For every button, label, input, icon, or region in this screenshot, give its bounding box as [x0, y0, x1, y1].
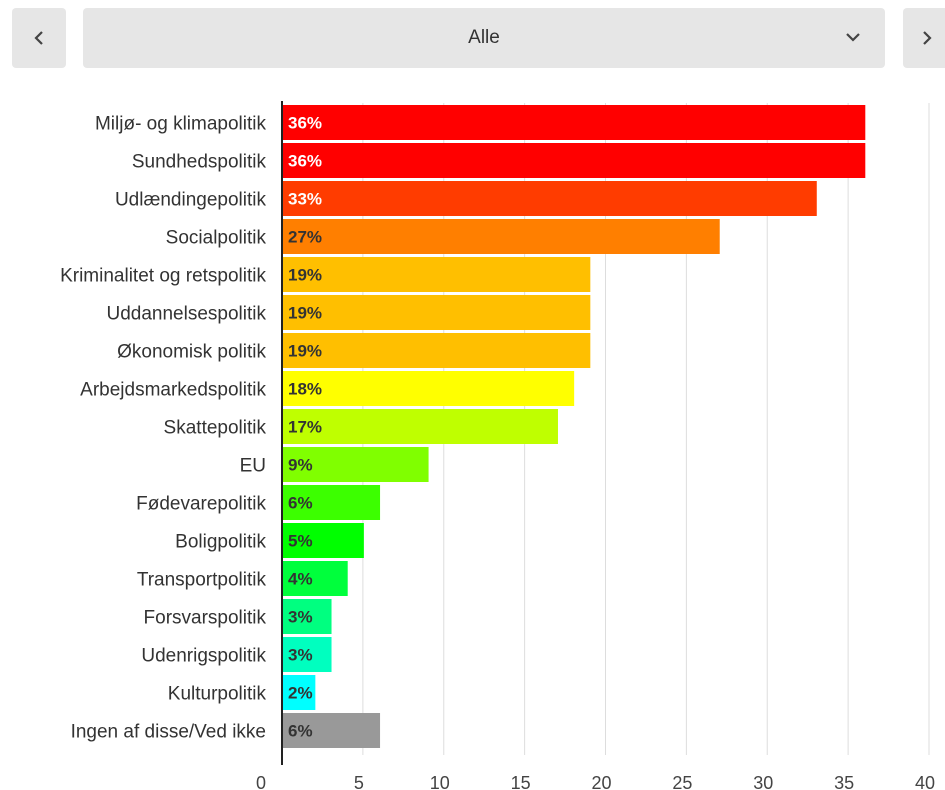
- x-tick-label: 35: [834, 773, 854, 790]
- bar-value-label: 3%: [288, 608, 313, 627]
- bar-value-label: 18%: [288, 380, 322, 399]
- category-label: Kriminalitet og retspolitik: [60, 266, 266, 287]
- category-label: Miljø- og klimapolitik: [95, 114, 267, 135]
- category-label: Sundhedspolitik: [132, 152, 267, 173]
- category-label: Transportpolitik: [137, 570, 267, 591]
- bar-11: [283, 523, 364, 558]
- bar-0: [283, 105, 866, 140]
- bar-12: [283, 561, 348, 596]
- bar-14: [283, 637, 332, 672]
- category-label: Arbejdsmarkedspolitik: [80, 380, 266, 401]
- category-label: Ingen af disse/Ved ikke: [71, 722, 266, 743]
- bar-value-label: 19%: [288, 266, 322, 285]
- previous-button[interactable]: [12, 8, 66, 68]
- bar-4: [283, 257, 591, 292]
- bar-chart: 36% 36% 33% 27% 19% 19% 19% 18% 17% 9% 6% 5% 4% 3% 3% 2…: [60, 101, 935, 790]
- bar-3: [283, 219, 720, 254]
- bar-value-label: 36%: [288, 114, 322, 133]
- bar-5: [283, 295, 591, 330]
- x-tick-labels: 0 5 10 15 20 25 30 35 40: [256, 773, 935, 790]
- x-tick-label: 20: [591, 773, 611, 790]
- select-value: Alle: [468, 27, 500, 48]
- x-tick-label: 5: [354, 773, 364, 790]
- x-tick-label: 30: [753, 773, 773, 790]
- bars: 36% 36% 33% 27% 19% 19% 19% 18% 17% 9% 6% 5% 4% 3% 3% 2…: [283, 105, 866, 748]
- category-label: Udlændingepolitik: [115, 190, 267, 211]
- bar-value-label: 36%: [288, 152, 322, 171]
- category-label: Fødevarepolitik: [136, 494, 266, 515]
- bar-value-label: 19%: [288, 342, 322, 361]
- bar-value-label: 33%: [288, 190, 322, 209]
- bar-13: [283, 599, 332, 634]
- filter-bar: Alle: [0, 0, 945, 80]
- bar-6: [283, 333, 591, 368]
- category-label: Udenrigspolitik: [141, 646, 266, 667]
- x-tick-label: 25: [672, 773, 692, 790]
- category-select[interactable]: Alle: [83, 8, 885, 68]
- bar-1: [283, 143, 866, 178]
- chevron-left-icon: [34, 31, 43, 45]
- bar-9: [283, 447, 429, 482]
- bar-8: [283, 409, 558, 444]
- category-label: Økonomisk politik: [117, 342, 266, 363]
- bar-2: [283, 181, 817, 216]
- category-label: EU: [240, 456, 266, 477]
- x-tick-label: 10: [430, 773, 450, 790]
- x-tick-label: 0: [256, 773, 266, 790]
- bar-value-label: 4%: [288, 570, 313, 589]
- category-label: Forsvarspolitik: [144, 608, 267, 629]
- bar-7: [283, 371, 575, 406]
- next-button[interactable]: [903, 8, 945, 68]
- bar-16: [283, 713, 381, 748]
- category-label: Uddannelsespolitik: [107, 304, 267, 325]
- bar-value-label: 19%: [288, 304, 322, 323]
- category-labels: Miljø- og klimapolitik Sundhedspolitik Udl…: [60, 114, 266, 743]
- bar-value-label: 3%: [288, 646, 313, 665]
- bar-10: [283, 485, 381, 520]
- bar-value-label: 6%: [288, 494, 313, 513]
- category-label: Boligpolitik: [175, 532, 266, 553]
- bar-value-label: 5%: [288, 532, 313, 551]
- bar-15: [283, 675, 316, 710]
- bar-value-label: 9%: [288, 456, 313, 475]
- x-tick-label: 15: [511, 773, 531, 790]
- category-label: Skattepolitik: [164, 418, 267, 439]
- category-label: Socialpolitik: [166, 228, 267, 249]
- category-label: Kulturpolitik: [168, 684, 267, 705]
- chevron-down-icon: [846, 33, 860, 42]
- bar-value-label: 27%: [288, 228, 322, 247]
- bar-value-label: 6%: [288, 722, 313, 741]
- x-tick-label: 40: [915, 773, 935, 790]
- chevron-right-icon: [923, 31, 932, 45]
- bar-value-label: 2%: [288, 684, 313, 703]
- bar-value-label: 17%: [288, 418, 322, 437]
